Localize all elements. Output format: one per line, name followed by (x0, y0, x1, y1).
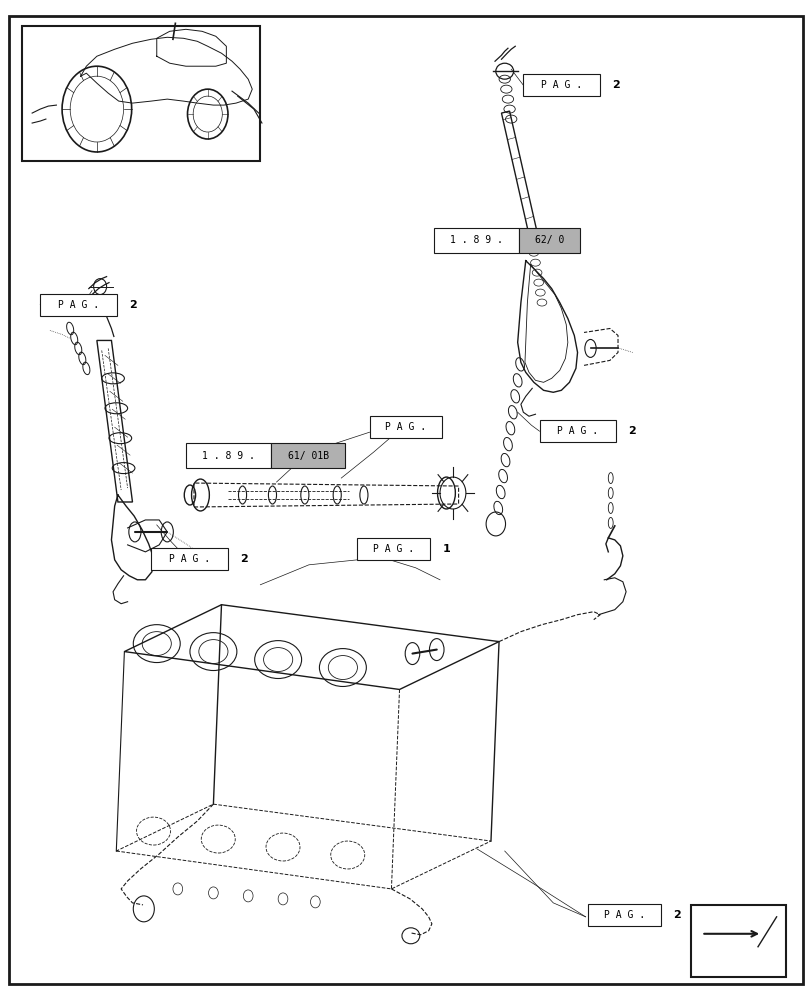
FancyBboxPatch shape (369, 416, 442, 438)
Text: P A G .: P A G . (373, 544, 414, 554)
Text: P A G .: P A G . (58, 300, 99, 310)
Text: 2: 2 (611, 80, 620, 90)
FancyBboxPatch shape (587, 904, 660, 926)
Text: 2: 2 (240, 554, 247, 564)
FancyBboxPatch shape (271, 443, 345, 468)
FancyBboxPatch shape (539, 420, 616, 442)
FancyBboxPatch shape (41, 294, 117, 316)
Text: P A G .: P A G . (556, 426, 598, 436)
FancyBboxPatch shape (357, 538, 430, 560)
FancyBboxPatch shape (523, 74, 599, 96)
Text: 1: 1 (442, 544, 449, 554)
FancyBboxPatch shape (434, 228, 519, 253)
Text: 2: 2 (628, 426, 636, 436)
Text: 1 . 8 9 .: 1 . 8 9 . (450, 235, 503, 245)
Text: P A G .: P A G . (385, 422, 426, 432)
FancyBboxPatch shape (186, 443, 271, 468)
Text: 1 . 8 9 .: 1 . 8 9 . (202, 451, 255, 461)
Text: 2: 2 (672, 910, 680, 920)
FancyBboxPatch shape (690, 905, 785, 977)
Text: 62/ 0: 62/ 0 (534, 235, 564, 245)
FancyBboxPatch shape (151, 548, 228, 570)
Text: P A G .: P A G . (169, 554, 210, 564)
Text: P A G .: P A G . (603, 910, 644, 920)
FancyBboxPatch shape (519, 228, 579, 253)
Text: P A G .: P A G . (541, 80, 581, 90)
Text: 2: 2 (129, 300, 137, 310)
FancyBboxPatch shape (22, 26, 260, 161)
FancyBboxPatch shape (10, 16, 801, 984)
Text: 61/ 01B: 61/ 01B (287, 451, 328, 461)
